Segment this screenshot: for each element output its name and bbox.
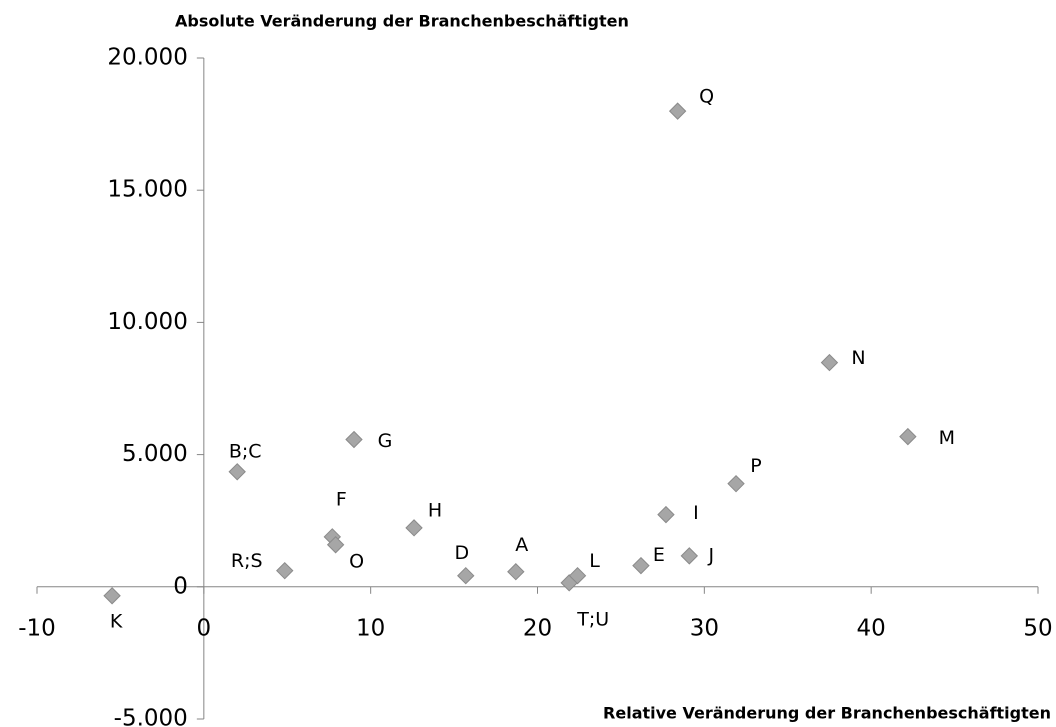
x-tick-label: -10 xyxy=(18,615,56,641)
point xyxy=(899,427,917,446)
point-label: B;C xyxy=(229,440,262,462)
point-label: H xyxy=(428,499,442,521)
y-tick-label: -5.000 xyxy=(114,706,188,727)
point xyxy=(568,566,587,585)
point-label: A xyxy=(515,534,528,556)
point-label: E xyxy=(653,544,665,566)
point xyxy=(632,556,650,575)
x-axis-title: Relative Veränderung der Branchenbeschäf… xyxy=(603,704,1051,723)
y-tick-label: 20.000 xyxy=(107,45,187,71)
y-tick-label: 15.000 xyxy=(107,177,187,203)
point xyxy=(727,474,745,493)
point xyxy=(668,102,687,120)
point-label: I xyxy=(693,502,699,524)
point xyxy=(228,463,246,481)
point xyxy=(507,563,525,581)
x-tick-label: 10 xyxy=(356,615,385,641)
point-label: P xyxy=(750,455,761,477)
x-tick-label: 30 xyxy=(690,615,719,641)
x-tick-label: 0 xyxy=(197,615,212,641)
point-label: L xyxy=(589,550,600,572)
point-label: Q xyxy=(699,86,714,108)
point xyxy=(657,505,675,524)
point-label: M xyxy=(939,427,955,449)
point xyxy=(405,519,423,537)
point-label: N xyxy=(851,347,865,369)
point xyxy=(345,430,363,449)
point xyxy=(820,353,839,372)
point-label: T;U xyxy=(576,608,609,630)
y-axis-title: Absolute Veränderung der Branchenbeschäf… xyxy=(175,12,629,31)
point-label: J xyxy=(708,544,715,566)
point-label: K xyxy=(110,610,123,632)
point xyxy=(276,561,294,580)
x-tick-label: 50 xyxy=(1023,615,1052,641)
point xyxy=(326,536,345,554)
point xyxy=(103,587,121,605)
point xyxy=(680,547,699,565)
y-tick-label: 0 xyxy=(173,573,188,599)
x-tick-label: 20 xyxy=(523,615,552,641)
point-label: R;S xyxy=(231,550,263,572)
point-label: F xyxy=(336,488,347,510)
point xyxy=(457,566,475,585)
y-tick-label: 5.000 xyxy=(122,441,188,467)
point-label: G xyxy=(378,430,393,452)
point-label: D xyxy=(454,542,469,564)
y-tick-label: 10.000 xyxy=(107,309,187,335)
point-label: O xyxy=(349,550,364,572)
x-tick-label: 40 xyxy=(857,615,886,641)
